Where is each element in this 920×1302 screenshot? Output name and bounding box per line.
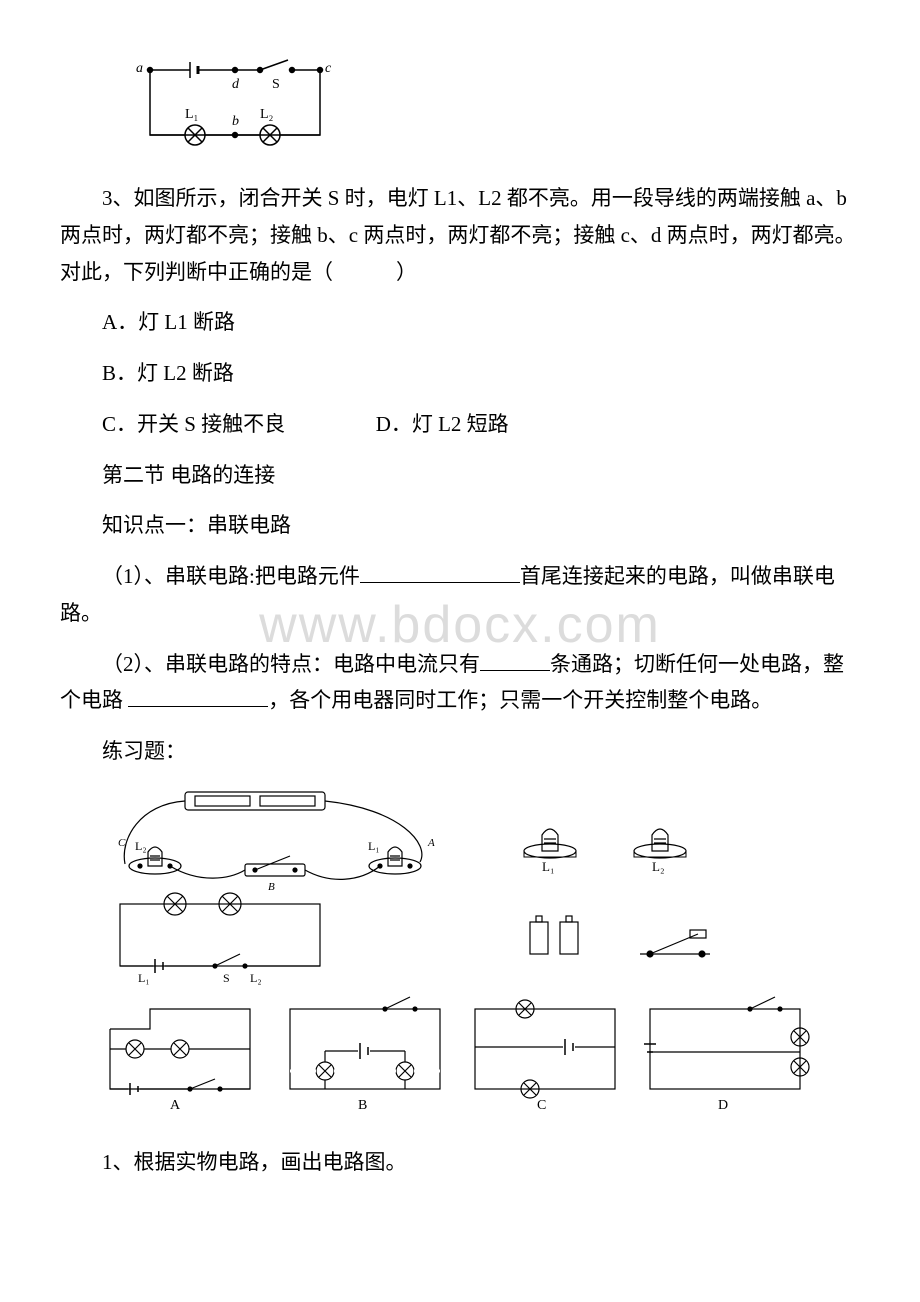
svg-text:A: A [170,1098,181,1113]
exercise-figures: L₂ C L₁ A B L₁ L₂ [100,784,860,1124]
svg-text:C: C [537,1098,546,1113]
svg-text:A: A [427,837,435,849]
svg-text:S: S [223,971,230,985]
label-s: S [272,77,280,92]
svg-text:L₁: L₁ [368,839,380,853]
svg-text:B: B [358,1098,367,1113]
section-title: 第二节 电路的连接 [60,457,860,494]
kp-title: 知识点一：串联电路 [60,507,860,544]
q3-opt-cd: C．开关 S 接触不良 D．灯 L2 短路 [102,406,860,443]
label-l1: L₁ [185,107,198,122]
svg-text:B: B [268,881,275,893]
svg-text:D: D [718,1098,728,1113]
blank-1 [360,562,520,583]
svg-text:L₂: L₂ [135,839,147,853]
exercise-q1: 1、根据实物电路，画出电路图。 [60,1144,860,1181]
label-b: b [232,114,239,129]
svg-text:L₁: L₁ [542,859,554,874]
q3-opt-a: A．灯 L1 断路 [102,304,860,341]
kp-p1-a: （1）、串联电路:把电路元件 [102,564,360,588]
label-c: c [325,61,332,76]
kp-p1: （1）、串联电路:把电路元件首尾连接起来的电路，叫做串联电路。 [60,558,860,632]
kp-p2: （2）、串联电路的特点：电路中电流只有条通路；切断任何一处电路，整个电路 ，各个… [60,646,860,720]
circuit-figure-q3: a d c S L₁ b L₂ [120,40,860,160]
q3-opt-b: B．灯 L2 断路 [102,355,860,392]
exercise-title: 练习题： [60,733,860,770]
q3-stem: 3、如图所示，闭合开关 S 时，电灯 L1、L2 都不亮。用一段导线的两端接触 … [60,180,860,290]
label-a: a [136,61,143,76]
kp-p2-c: ，各个用电器同时工作；只需一个开关控制整个电路。 [268,688,772,712]
kp-p2-a: （2）、串联电路的特点：电路中电流只有 [102,652,480,676]
svg-text:C: C [118,837,126,849]
q3-opt-d: D．灯 L2 短路 [376,412,509,436]
q3-opt-c: C．开关 S 接触不良 [102,412,285,436]
label-l2: L₂ [260,107,274,122]
svg-text:L₁: L₁ [138,971,150,985]
svg-text:L₂: L₂ [652,859,664,874]
svg-text:L₂: L₂ [250,971,262,985]
label-d: d [232,77,240,92]
blank-3 [128,686,268,707]
blank-2 [480,650,550,671]
